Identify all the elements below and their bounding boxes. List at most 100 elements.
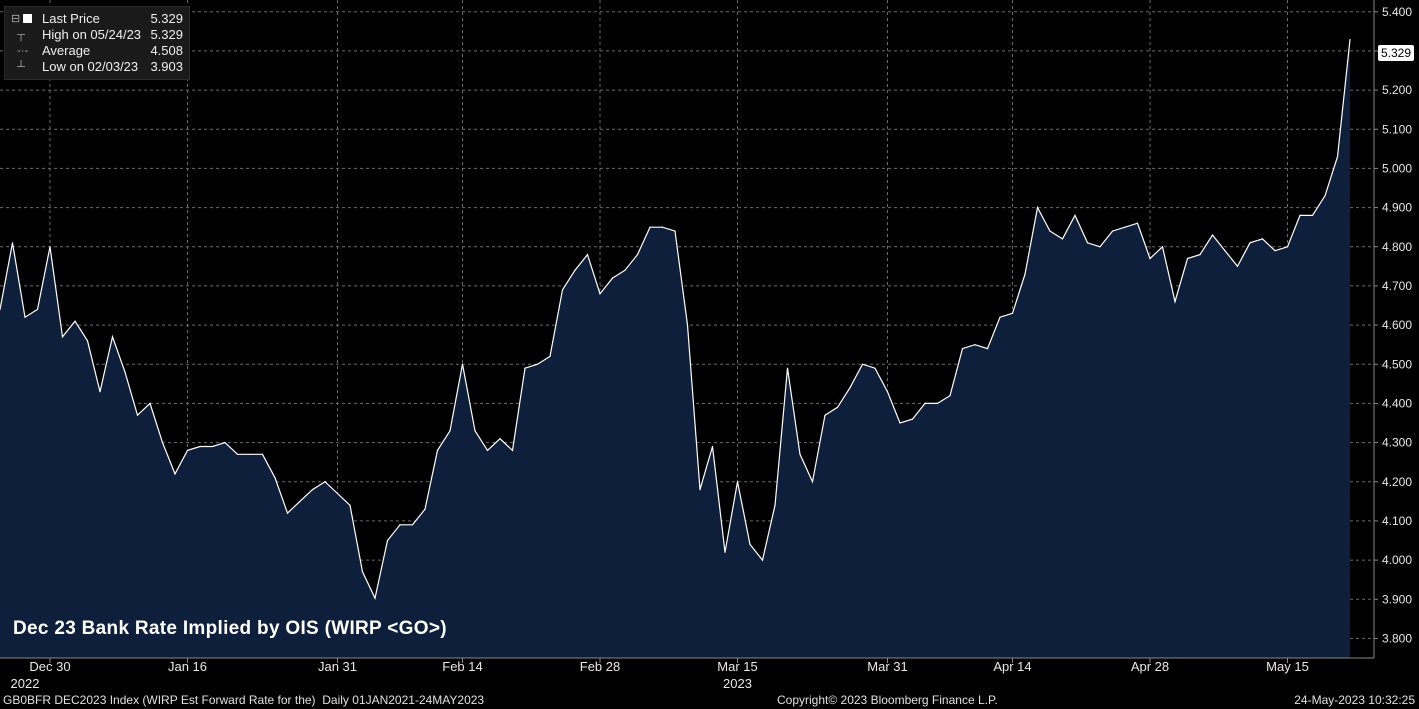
data-point: [1024, 273, 1026, 275]
data-point: [286, 512, 289, 514]
x-tick-label: Apr 28: [1131, 659, 1169, 674]
data-point: [736, 481, 739, 483]
data-point: [211, 445, 214, 448]
data-point: [474, 430, 476, 432]
data-point: [949, 395, 951, 397]
data-point: [1111, 230, 1114, 232]
data-point: [824, 414, 826, 416]
data-point: [861, 363, 864, 365]
data-point: [786, 367, 789, 369]
y-tick-label: 5.200: [1382, 83, 1412, 97]
data-point: [86, 340, 89, 342]
data-point: [361, 571, 364, 573]
data-point: [1349, 39, 1351, 41]
data-point: [61, 336, 64, 338]
data-point: [1299, 214, 1301, 216]
data-point: [349, 504, 351, 506]
x-year-label: 2022: [11, 676, 40, 691]
x-tick-label: Feb 28: [580, 659, 620, 674]
data-point: [661, 226, 664, 228]
y-tick-label: 3.800: [1382, 631, 1412, 645]
data-point: [74, 320, 76, 322]
x-tick-label: Apr 14: [993, 659, 1031, 674]
legend-label: Average: [42, 43, 91, 58]
data-point: [799, 453, 801, 455]
data-point: [424, 508, 426, 510]
data-point: [524, 367, 526, 369]
high-marker-icon: ┬: [11, 29, 25, 41]
data-point: [449, 430, 451, 432]
y-tick-label: 4.300: [1382, 436, 1412, 450]
x-tick-label: Mar 15: [717, 659, 757, 674]
data-point: [749, 543, 751, 546]
x-tick-label: Jan 31: [318, 659, 357, 674]
average-marker-icon: -·-: [11, 45, 29, 57]
series-area: [0, 39, 1350, 659]
footer-timestamp: 24-May-2023 10:32:25: [1294, 693, 1415, 707]
x-tick-label: Mar 31: [867, 659, 907, 674]
data-point: [1161, 246, 1164, 248]
data-point: [1124, 226, 1126, 228]
data-point: [111, 336, 114, 338]
data-point: [761, 559, 764, 561]
y-tick-label: 5.000: [1382, 161, 1412, 175]
data-point: [274, 477, 276, 479]
data-point: [599, 293, 601, 295]
data-point: [986, 348, 989, 350]
data-point: [224, 442, 226, 444]
footer-copyright: Copyright© 2023 Bloomberg Finance L.P.: [777, 693, 998, 707]
data-point: [974, 344, 976, 346]
series-points: [0, 39, 1351, 599]
data-point: [1136, 222, 1139, 224]
data-point: [1324, 195, 1326, 197]
y-tick-label: 5.100: [1382, 122, 1412, 136]
data-point: [1074, 214, 1076, 216]
y-tick-label: 4.000: [1382, 553, 1412, 567]
y-tick-label: 4.500: [1382, 357, 1412, 371]
data-point: [124, 371, 126, 373]
data-point: [936, 402, 939, 404]
x-axis-ticks: Dec 30 Jan 16 Jan 31 Feb 14 Feb 28 Mar 15 Mar …: [11, 658, 1309, 691]
data-point: [461, 363, 464, 365]
data-point: [899, 422, 901, 424]
y-tick-label: 4.600: [1382, 318, 1412, 332]
data-point: [386, 539, 389, 542]
data-point: [36, 308, 39, 310]
data-point: [261, 453, 264, 455]
data-point: [886, 391, 889, 393]
data-point: [574, 269, 576, 271]
data-point: [636, 254, 639, 256]
data-point: [961, 348, 964, 350]
legend-value: 5.329: [150, 27, 183, 42]
legend-value: 3.903: [150, 59, 183, 74]
y-tick-label: 4.100: [1382, 514, 1412, 528]
data-point: [1186, 257, 1189, 260]
legend-item-last-price: ⊟ Last Price 5.329: [11, 11, 183, 27]
data-point: [1336, 156, 1339, 158]
legend-value: 5.329: [150, 11, 183, 26]
data-point: [374, 597, 376, 599]
data-point: [99, 391, 101, 393]
footer-ticker-info: GB0BFR DEC2023 Index (WIRP Est Forward R…: [3, 693, 485, 707]
legend-label: Last Price: [42, 11, 100, 26]
data-point: [1011, 312, 1014, 314]
data-point: [11, 242, 14, 244]
data-point: [1274, 250, 1276, 252]
legend-item-average: -·- Average 4.508: [11, 43, 183, 59]
data-point: [874, 367, 876, 369]
data-point: [849, 387, 851, 389]
data-point: [1286, 246, 1289, 248]
low-marker-icon: ┴: [11, 61, 25, 73]
legend-swatch-icon: ⊟: [11, 11, 35, 27]
data-point: [24, 316, 26, 318]
x-tick-label: Feb 14: [442, 659, 482, 674]
data-point: [561, 289, 564, 291]
y-tick-label: 4.200: [1382, 475, 1412, 489]
legend-label: High on 05/24/23: [42, 27, 142, 42]
data-point: [1174, 301, 1176, 303]
data-point: [249, 453, 251, 455]
data-point: [624, 269, 626, 271]
data-point: [1149, 257, 1151, 260]
data-point: [611, 277, 614, 279]
